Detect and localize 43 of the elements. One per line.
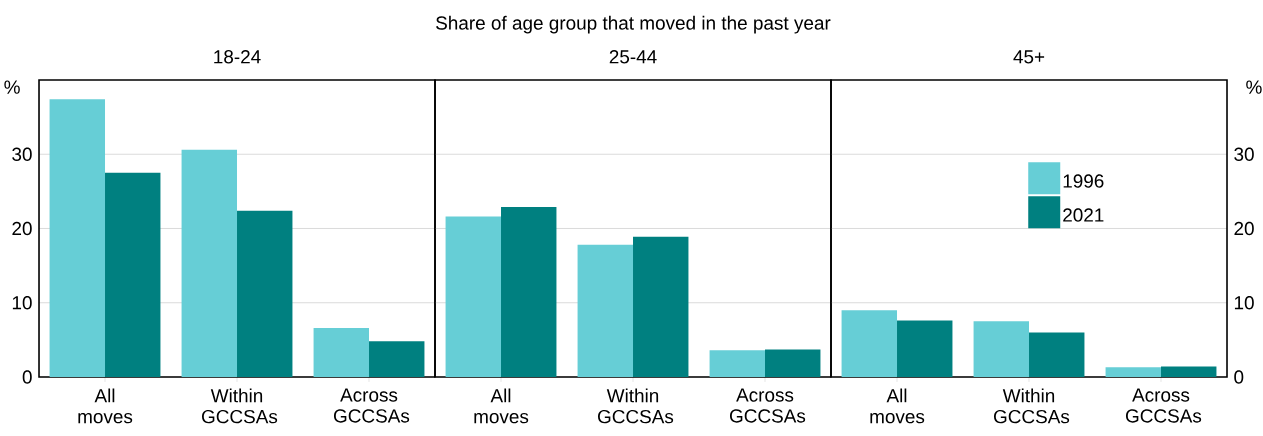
- bar: [181, 149, 238, 377]
- y2-axis-title: %: [1246, 80, 1262, 94]
- x-tick-label: Within GCCSAs: [598, 388, 674, 424]
- bar: [577, 244, 634, 377]
- bar: [765, 349, 821, 377]
- x-tick-label: Across GCCSAs: [334, 388, 410, 423]
- bar: [105, 172, 161, 377]
- x-tick-label: All moves: [78, 388, 133, 424]
- bar: [1029, 332, 1085, 377]
- x-tick-label: Across GCCSAs: [730, 388, 806, 423]
- y2-tick-label: 30: [1234, 147, 1254, 161]
- chart-title: 45+: [1013, 50, 1045, 64]
- bar: [633, 236, 689, 377]
- bar: [973, 321, 1030, 377]
- y2-tick-label: 0: [1234, 370, 1244, 384]
- y-axis-title: %: [4, 80, 20, 94]
- bar: [501, 206, 557, 377]
- y-tick-label: 0: [22, 370, 32, 384]
- y-tick-label: 10: [12, 296, 32, 310]
- y2-tick-label: 10: [1234, 296, 1254, 310]
- bar: [313, 327, 370, 377]
- x-tick-label: All moves: [474, 388, 529, 424]
- chart-title: 25-44: [609, 50, 657, 64]
- bar: [237, 210, 293, 377]
- legend-label: 2021: [1063, 208, 1104, 222]
- bar: [369, 341, 425, 377]
- y-tick-label: 20: [12, 221, 32, 236]
- bar: [1161, 366, 1217, 377]
- bar: [841, 310, 898, 377]
- chart-title: 18-24: [214, 50, 261, 64]
- legend-label: 1996: [1063, 174, 1104, 188]
- x-tick-label: Within GCCSAs: [994, 388, 1070, 424]
- x-tick-label: Within GCCSAs: [202, 388, 278, 424]
- y-tick-label: 30: [12, 147, 32, 161]
- bar: [897, 320, 953, 377]
- bar: [709, 350, 766, 377]
- bar: [445, 216, 502, 377]
- bar: [1105, 367, 1162, 377]
- bar: [49, 99, 106, 377]
- x-tick-label: Across GCCSAs: [1126, 388, 1202, 423]
- text: Share of age group that moved in the past year: [436, 15, 831, 34]
- y2-tick-label: 20: [1234, 221, 1254, 236]
- x-tick-label: All moves: [870, 388, 925, 424]
